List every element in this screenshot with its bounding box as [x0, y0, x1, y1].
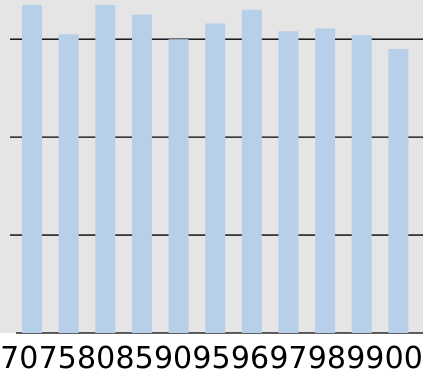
bar-98 — [315, 28, 336, 333]
bar-97 — [278, 31, 299, 333]
x-tick-label: 75 — [39, 341, 77, 373]
bar-80 — [95, 4, 116, 333]
x-tick-label: 98 — [308, 341, 346, 373]
x-tick-label: 70 — [0, 341, 38, 373]
bar-00 — [388, 48, 409, 334]
x-tick-label: 95 — [192, 341, 230, 373]
x-tick-label: 97 — [269, 341, 307, 373]
x-tick-label: 96 — [231, 341, 269, 373]
bar-96 — [241, 9, 262, 333]
x-tick-labels: 70 75 80 85 90 95 96 97 98 99 00 — [0, 341, 423, 373]
bar-90 — [168, 39, 189, 333]
bar-75 — [58, 34, 79, 333]
bars — [22, 4, 409, 334]
x-tick-label: 00 — [385, 341, 423, 373]
x-tick-label: 90 — [154, 341, 192, 373]
x-tick-label: 80 — [77, 341, 115, 373]
bar-95 — [205, 23, 226, 333]
bar-99 — [351, 35, 372, 334]
x-tick-label: 99 — [346, 341, 384, 373]
x-tick-label: 85 — [115, 341, 153, 373]
bar-85 — [131, 14, 152, 334]
bar-70 — [22, 4, 42, 333]
